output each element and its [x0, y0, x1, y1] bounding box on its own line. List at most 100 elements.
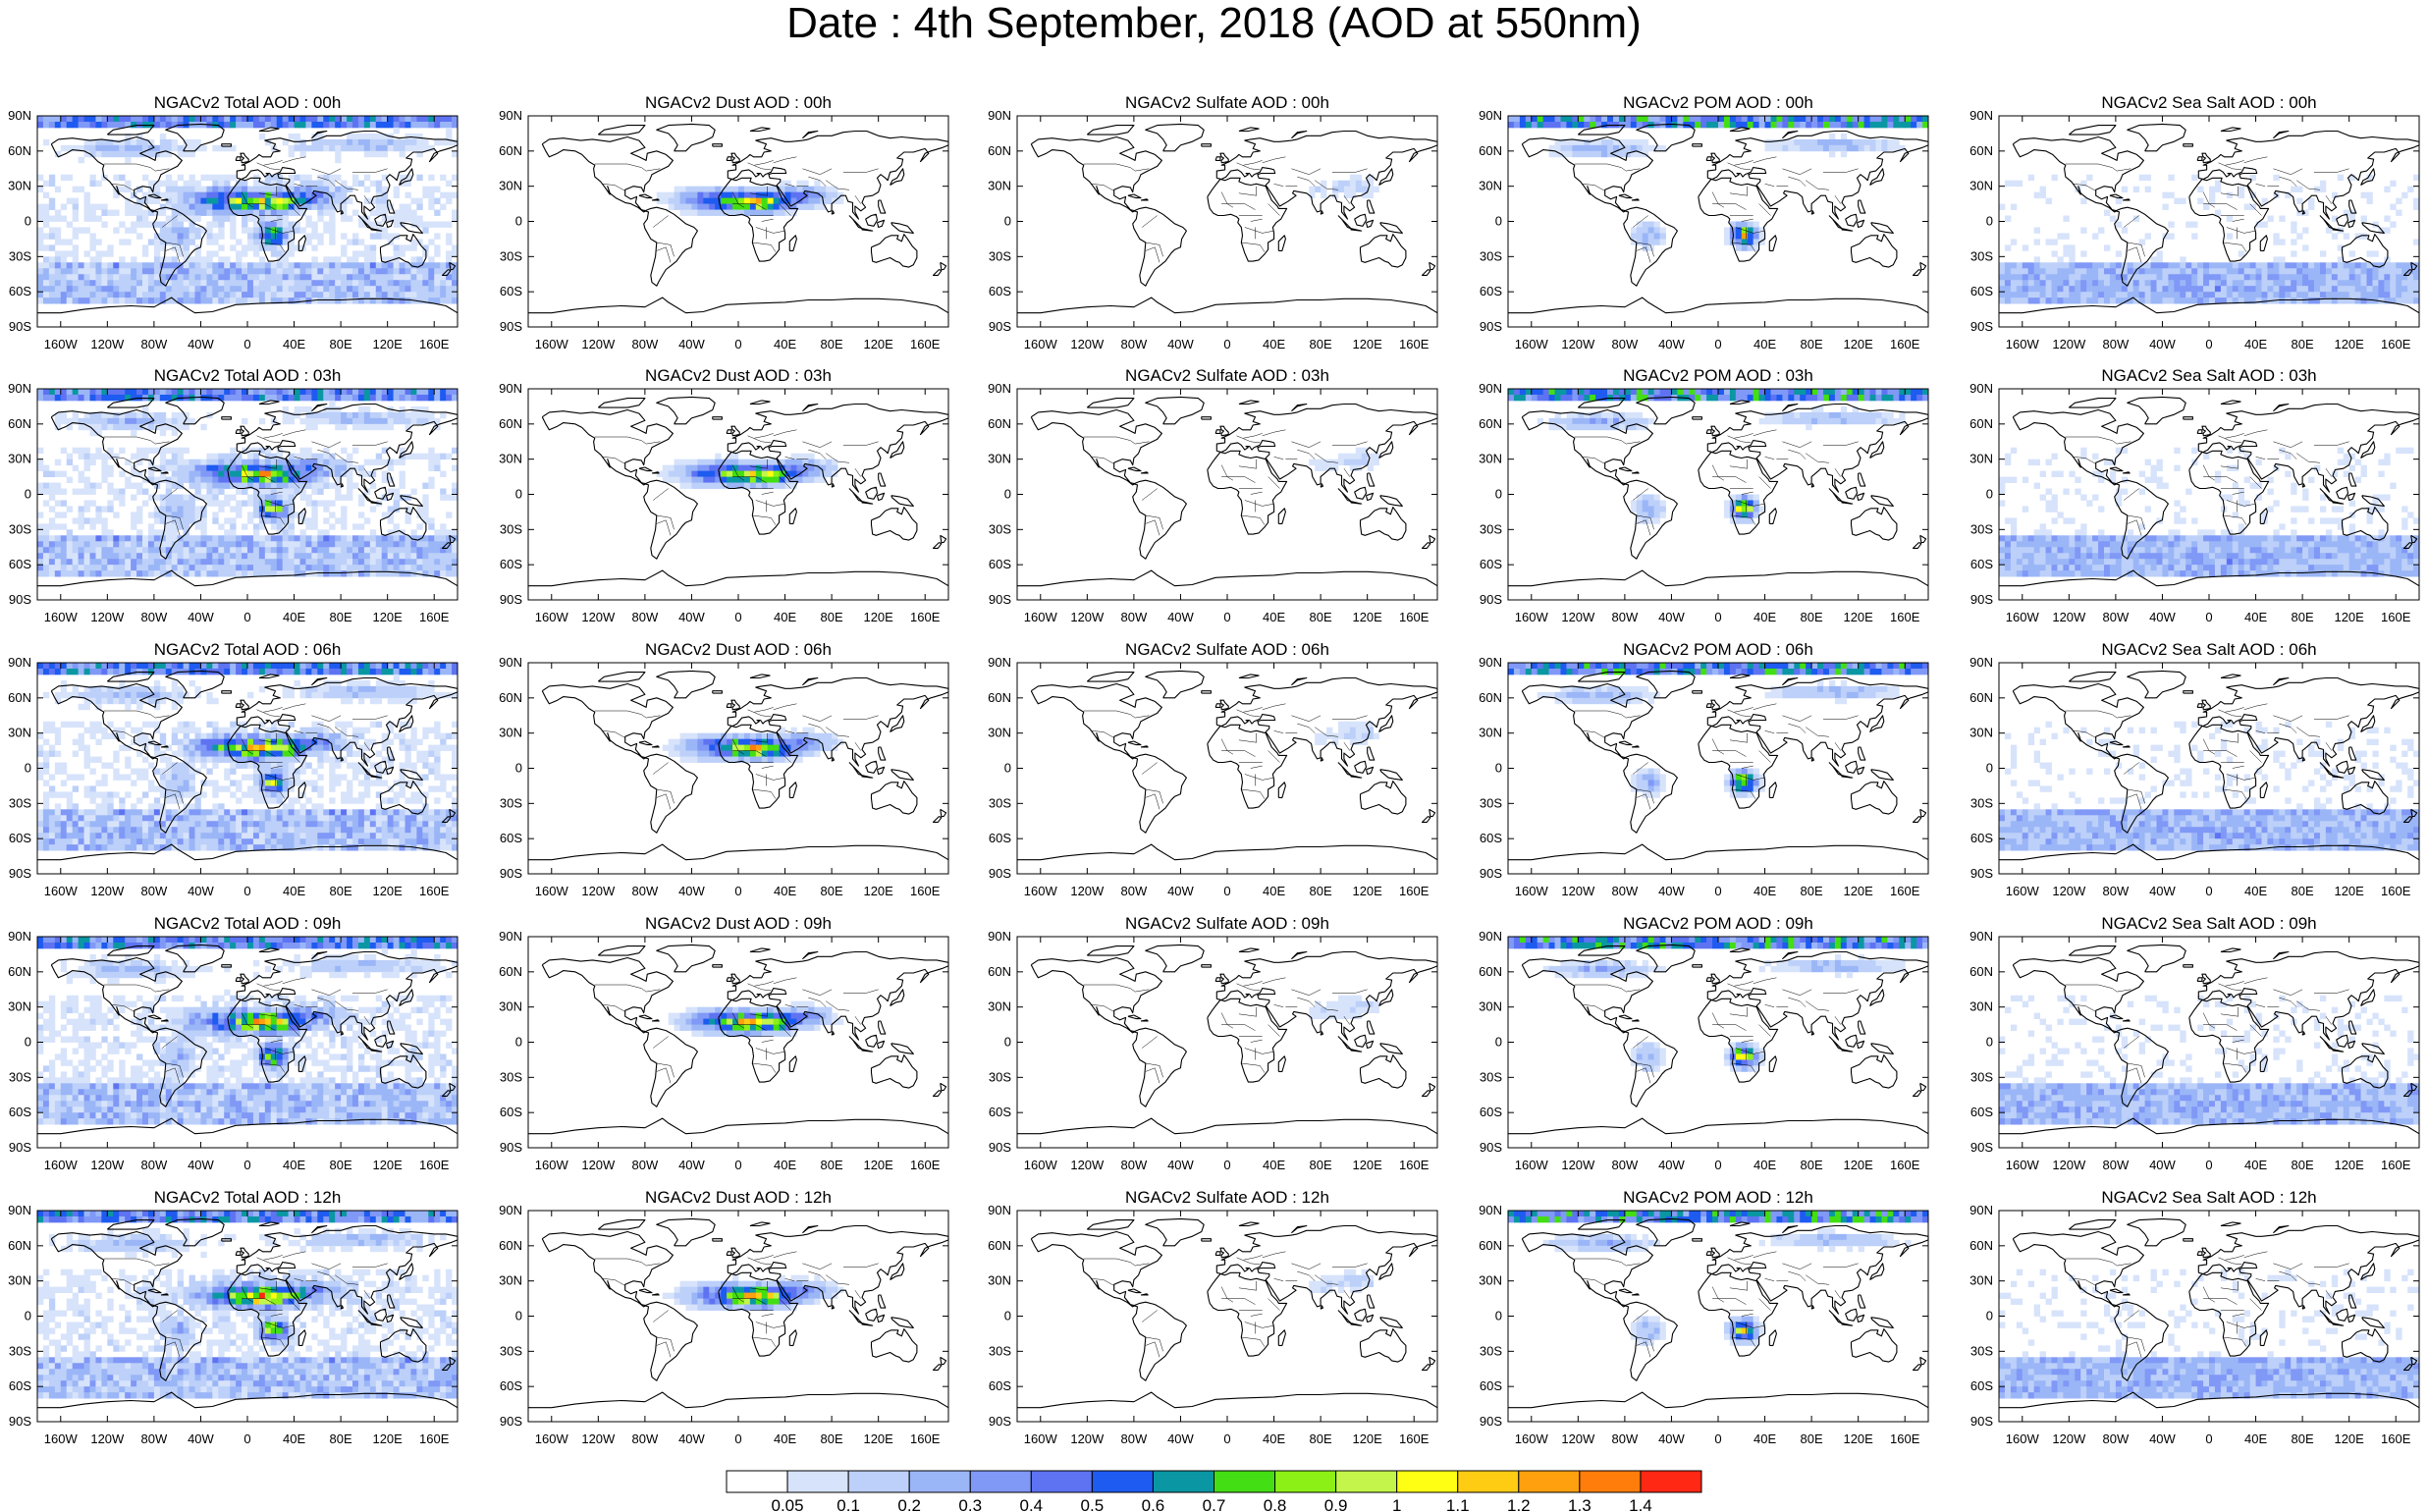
aod-cell [2348, 174, 2356, 182]
aod-cell [335, 494, 342, 501]
aod-cell [727, 209, 733, 216]
aod-cell [323, 470, 330, 477]
aod-cell [2209, 274, 2216, 281]
aod-cell [131, 138, 137, 146]
aod-cell [236, 553, 243, 560]
aod-cell [72, 411, 80, 419]
aod-cell [434, 286, 441, 293]
aod-cell [808, 191, 815, 199]
lon-label: 80E [821, 337, 843, 351]
aod-cell [42, 262, 50, 269]
aod-cell [153, 417, 161, 425]
aod-cell [54, 459, 62, 466]
aod-cell [1782, 389, 1789, 396]
aod-cell [1794, 411, 1801, 419]
aod-cell [252, 297, 260, 304]
aod-cell [387, 417, 395, 425]
aod-cell [1642, 227, 1649, 234]
aod-cell [1548, 150, 1555, 158]
aod-cell [2016, 292, 2023, 298]
aod-cell [393, 488, 400, 495]
aod-cell [305, 286, 312, 293]
aod-cell [247, 186, 254, 193]
aod-cell [826, 459, 833, 466]
aod-cell [674, 459, 680, 466]
aod-cell [399, 405, 405, 413]
aod-cell [236, 262, 243, 269]
aod-cell [83, 262, 90, 269]
aod-cell [387, 553, 395, 560]
aod-cell [2168, 280, 2175, 287]
aod-cell [352, 274, 359, 281]
aod-cell [78, 227, 84, 234]
aod-cell [54, 215, 62, 222]
aod-cell [159, 280, 167, 287]
aod-cell [317, 476, 324, 483]
aod-cell [1817, 121, 1824, 129]
lon-label: 160W [535, 610, 569, 624]
aod-cell [2279, 268, 2286, 275]
aod-cell [294, 203, 300, 210]
aod-cell [171, 535, 179, 542]
aod-cell [767, 476, 775, 483]
aod-cell [42, 523, 50, 530]
aod-cell [679, 464, 686, 472]
aod-cell [341, 215, 348, 222]
aod-cell [252, 494, 260, 501]
aod-cell [814, 459, 821, 466]
aod-cell [1653, 227, 1660, 234]
aod-cell [252, 482, 260, 489]
aod-cell [177, 506, 185, 513]
aod-cell [2086, 297, 2093, 304]
aod-cell [369, 197, 377, 204]
aod-cell [2063, 297, 2070, 304]
aod-cell [452, 116, 459, 123]
aod-cell [2191, 174, 2198, 182]
aod-cell [252, 529, 260, 536]
aod-cell [422, 394, 429, 402]
aod-cell [288, 133, 295, 140]
aod-cell [247, 476, 254, 483]
aod-cell [1863, 144, 1870, 152]
aod-cell [2273, 256, 2280, 263]
aod-cell [416, 292, 423, 298]
aod-cell [1840, 133, 1848, 140]
aod-cell [428, 411, 435, 419]
aod-cell [2109, 297, 2117, 304]
aod-cell [258, 517, 266, 524]
aod-cell [95, 268, 102, 275]
lat-label: 90N [8, 108, 31, 123]
aod-cell [352, 570, 359, 577]
aod-cell [405, 262, 411, 269]
aod-cell [218, 541, 225, 548]
aod-cell [247, 494, 254, 501]
aod-cell [375, 453, 383, 460]
aod-cell [393, 186, 400, 193]
aod-cell [2039, 286, 2046, 293]
aod-cell [230, 394, 237, 402]
aod-cell [2069, 297, 2076, 304]
aod-cell [1858, 394, 1865, 402]
aod-cell [363, 116, 371, 123]
aod-cell [101, 541, 108, 548]
aod-cell [299, 389, 306, 396]
aod-cell [2092, 280, 2099, 287]
aod-cell [1554, 150, 1561, 158]
aod-cell [357, 535, 365, 542]
aod-cell [416, 174, 423, 182]
lon-label: 80E [1310, 337, 1332, 351]
aod-cell [1618, 138, 1626, 146]
aod-cell [1618, 150, 1626, 158]
aod-cell [2396, 292, 2402, 298]
aod-cell [165, 523, 173, 530]
aod-cell [685, 186, 692, 193]
aod-cell [247, 547, 254, 554]
aod-cell [2010, 535, 2018, 542]
aod-cell [2354, 280, 2361, 287]
aod-cell [206, 227, 213, 234]
aod-cell [2249, 191, 2256, 199]
aod-cell [311, 512, 318, 518]
aod-cell [258, 116, 266, 123]
aod-cell [405, 517, 411, 524]
aod-cell [101, 459, 108, 466]
